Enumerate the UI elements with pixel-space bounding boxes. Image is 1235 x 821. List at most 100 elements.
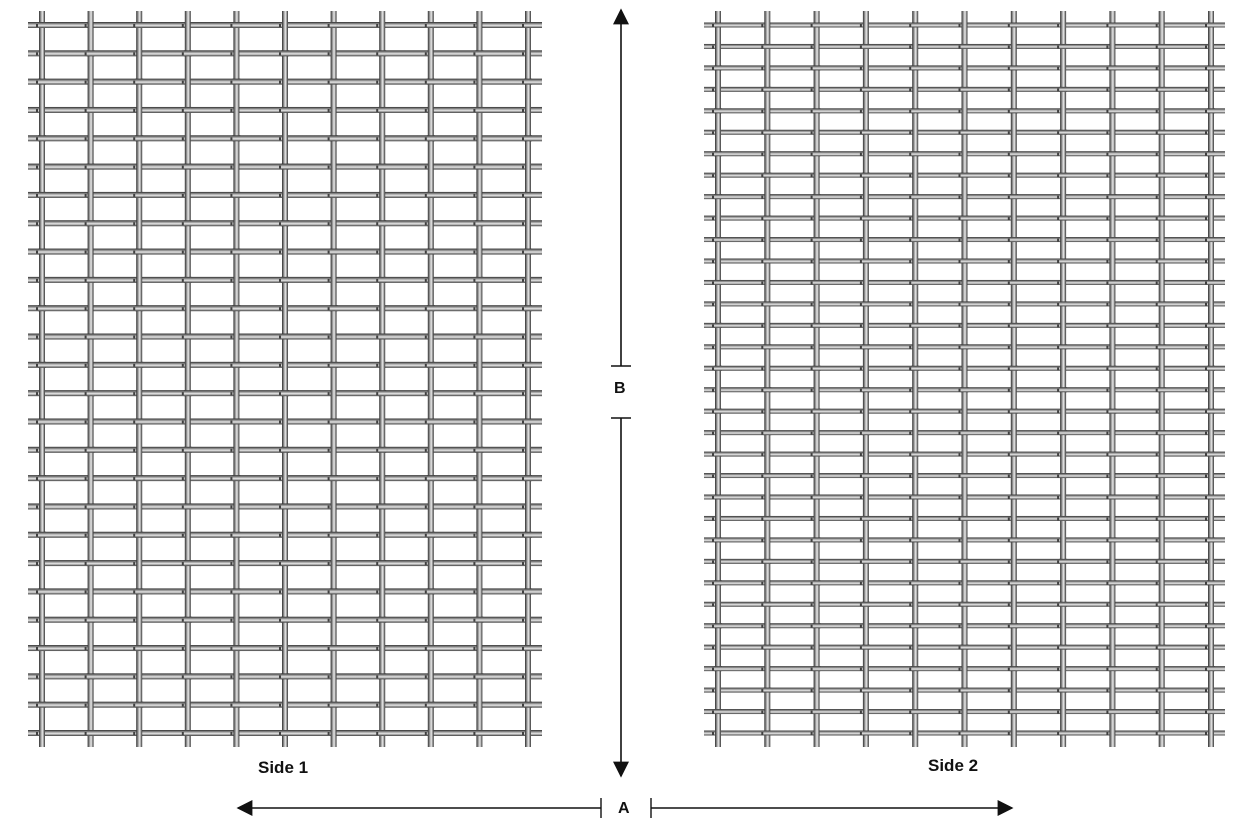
crimp-shadow bbox=[1057, 431, 1060, 435]
crimp-shadow bbox=[810, 581, 813, 585]
weave-crossing bbox=[861, 730, 870, 736]
crimp-shadow bbox=[230, 590, 233, 594]
crimp-shadow bbox=[810, 496, 813, 499]
weave-crossing bbox=[426, 135, 435, 142]
vertical-wire bbox=[184, 11, 191, 747]
crimp-shadow bbox=[279, 307, 281, 311]
crimp-shadow bbox=[522, 392, 524, 396]
crimp-shadow bbox=[279, 590, 281, 594]
weave-crossing bbox=[426, 361, 435, 368]
crimp-shadow bbox=[522, 505, 524, 509]
crimp-shadow bbox=[230, 505, 233, 509]
weave-crossing bbox=[714, 151, 722, 157]
crimp-shadow bbox=[36, 562, 38, 566]
crimp-shadow bbox=[1155, 88, 1158, 92]
crimp-shadow bbox=[712, 517, 714, 521]
crimp-shadow bbox=[1155, 689, 1158, 693]
crimp-shadow bbox=[424, 193, 427, 197]
crimp-shadow bbox=[327, 703, 330, 707]
crimp-shadow bbox=[376, 108, 379, 112]
crimp-shadow bbox=[1106, 152, 1109, 156]
crimp-shadow bbox=[36, 533, 38, 537]
crimp-shadow bbox=[376, 647, 379, 651]
crimp-shadow bbox=[810, 324, 813, 328]
weave-crossing bbox=[329, 588, 338, 595]
weave-crossing bbox=[714, 666, 722, 672]
crimp-shadow bbox=[1155, 603, 1158, 607]
crimp-shadow bbox=[36, 222, 38, 226]
crimp-shadow bbox=[376, 165, 379, 169]
crimp-shadow bbox=[279, 505, 281, 509]
weave-crossing bbox=[475, 616, 484, 623]
weave-crossing bbox=[1108, 22, 1117, 28]
weave-crossing bbox=[812, 666, 821, 672]
weave-crossing bbox=[1009, 451, 1018, 457]
crimp-shadow bbox=[473, 80, 476, 84]
crimp-shadow bbox=[1057, 24, 1060, 27]
crimp-shadow bbox=[810, 410, 813, 414]
crimp-shadow bbox=[1106, 603, 1109, 607]
weave-crossing bbox=[1157, 301, 1166, 307]
crimp-shadow bbox=[473, 703, 476, 707]
crimp-shadow bbox=[181, 335, 184, 339]
crimp-shadow bbox=[376, 193, 379, 197]
crimp-shadow bbox=[424, 108, 427, 112]
weave-crossing bbox=[183, 106, 192, 113]
crimp-shadow bbox=[424, 392, 427, 396]
weave-crossing bbox=[426, 475, 435, 482]
crimp-shadow bbox=[376, 448, 379, 452]
vertical-wire bbox=[87, 11, 94, 747]
crimp-shadow bbox=[1007, 603, 1010, 607]
weave-crossing bbox=[183, 503, 192, 510]
weave-crossing bbox=[1157, 430, 1166, 436]
crimp-shadow bbox=[279, 533, 281, 537]
crimp-shadow bbox=[424, 533, 427, 537]
crimp-shadow bbox=[761, 217, 764, 221]
crimp-shadow bbox=[1106, 689, 1109, 693]
crimp-shadow bbox=[522, 647, 524, 651]
crimp-shadow bbox=[84, 477, 87, 481]
crimp-shadow bbox=[810, 24, 813, 27]
crimp-shadow bbox=[1155, 302, 1158, 306]
crimp-shadow bbox=[181, 420, 184, 424]
crimp-shadow bbox=[712, 88, 714, 92]
weave-crossing bbox=[1009, 494, 1018, 500]
crimp-shadow bbox=[761, 474, 764, 478]
crimp-shadow bbox=[958, 324, 961, 328]
crimp-shadow bbox=[230, 562, 233, 566]
crimp-shadow bbox=[230, 108, 233, 112]
crimp-shadow bbox=[958, 281, 961, 285]
crimp-shadow bbox=[712, 238, 714, 242]
crimp-shadow bbox=[712, 410, 714, 414]
crimp-shadow bbox=[859, 560, 862, 564]
crimp-shadow bbox=[36, 420, 38, 424]
weave-crossing bbox=[1059, 473, 1068, 479]
weave-crossing bbox=[329, 361, 338, 368]
crimp-shadow bbox=[909, 260, 912, 263]
weave-crossing bbox=[763, 387, 772, 393]
crimp-shadow bbox=[1007, 88, 1010, 92]
crimp-shadow bbox=[279, 420, 281, 424]
crimp-shadow bbox=[376, 533, 379, 537]
crimp-shadow bbox=[424, 562, 427, 566]
crimp-shadow bbox=[230, 618, 233, 622]
crimp-shadow bbox=[1205, 431, 1207, 435]
weave-crossing bbox=[281, 446, 289, 453]
weave-crossing bbox=[329, 475, 338, 482]
crimp-shadow bbox=[712, 131, 714, 135]
crimp-shadow bbox=[1106, 410, 1109, 414]
weave-crossing bbox=[524, 305, 532, 312]
crimp-shadow bbox=[712, 281, 714, 285]
weave-crossing bbox=[524, 191, 532, 198]
weave-crossing bbox=[183, 616, 192, 623]
crimp-shadow bbox=[1205, 174, 1207, 178]
weave-crossing bbox=[1207, 108, 1215, 114]
crimp-shadow bbox=[181, 80, 184, 84]
weave-crossing bbox=[475, 220, 484, 227]
weave-crossing bbox=[1207, 22, 1215, 28]
crimp-shadow bbox=[712, 152, 714, 156]
crimp-shadow bbox=[133, 448, 136, 452]
weave-crossing bbox=[1059, 344, 1068, 350]
crimp-shadow bbox=[36, 250, 38, 254]
crimp-shadow bbox=[473, 137, 476, 141]
